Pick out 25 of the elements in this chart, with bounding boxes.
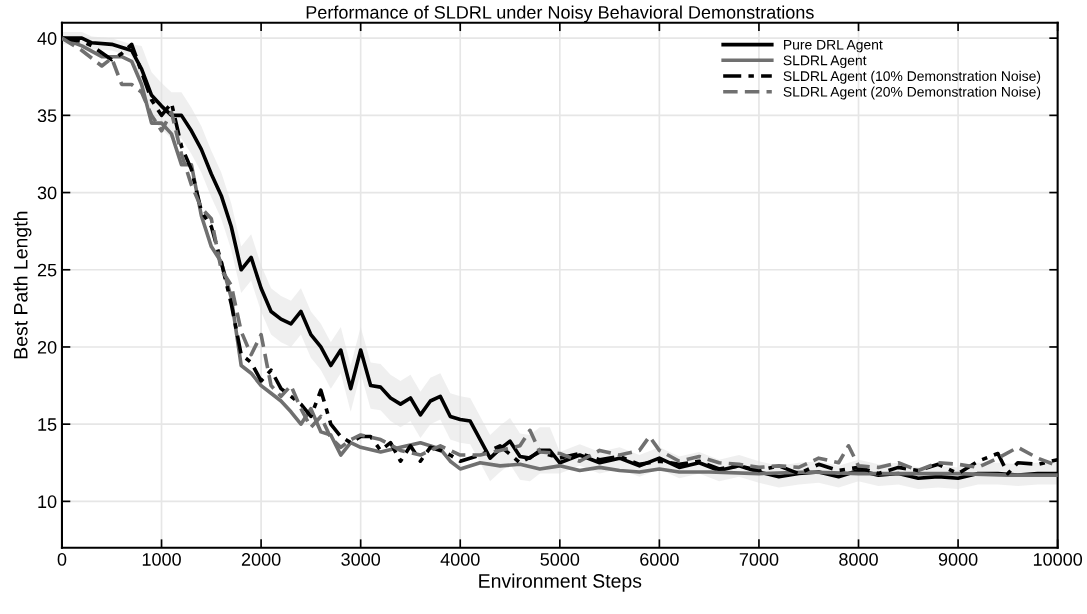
x-tick-label: 6000 bbox=[640, 553, 679, 566]
x-axis-title: Environment Steps bbox=[479, 573, 642, 592]
x-tick-label: 7000 bbox=[739, 553, 779, 566]
chart-title: Performance of SLDRL under Noisy Behavioral Demonstrations bbox=[306, 5, 814, 23]
y-tick-label: 35 bbox=[37, 109, 57, 123]
x-tick-label: 8000 bbox=[839, 553, 878, 566]
y-axis-title: Best Path Length bbox=[13, 211, 32, 359]
legend-label: Pure DRL Agent bbox=[784, 39, 883, 53]
x-tick-label: 1000 bbox=[142, 553, 181, 566]
x-tick-label: 9000 bbox=[938, 553, 978, 566]
y-tick-label: 20 bbox=[37, 340, 57, 354]
y-tick-label: 10 bbox=[38, 495, 57, 509]
legend-label: SLDRL Agent (20% Demonstration Noise) bbox=[783, 86, 1041, 100]
legend-label: SLDRL Agent (10% Demonstration Noise) bbox=[783, 70, 1041, 84]
y-tick-label: 15 bbox=[38, 418, 57, 431]
y-tick-label: 25 bbox=[37, 263, 57, 277]
x-tick-label: 5000 bbox=[540, 553, 580, 566]
legend-label: SLDRL Agent bbox=[783, 55, 867, 69]
x-tick-label: 3000 bbox=[341, 553, 381, 566]
x-tick-label: 10000 bbox=[1033, 553, 1083, 566]
x-tick-label: 0 bbox=[57, 553, 67, 566]
y-tick-label: 30 bbox=[37, 186, 57, 200]
x-tick-label: 4000 bbox=[440, 553, 480, 566]
y-tick-label: 40 bbox=[37, 32, 57, 45]
x-tick-label: 2000 bbox=[241, 553, 281, 566]
